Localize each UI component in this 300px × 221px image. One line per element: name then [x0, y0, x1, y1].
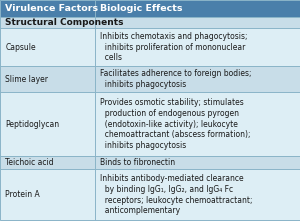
Text: Capsule: Capsule	[5, 43, 36, 52]
Bar	[0, 169, 300, 220]
Text: Protein A: Protein A	[5, 190, 40, 199]
Bar	[0, 17, 300, 28]
Bar	[0, 28, 300, 67]
Bar	[94, 0, 300, 17]
Text: Structural Components: Structural Components	[5, 18, 124, 27]
Text: Virulence Factors: Virulence Factors	[5, 4, 98, 13]
Text: Biologic Effects: Biologic Effects	[100, 4, 182, 13]
Text: Inhibits antibody-mediated clearance
  by binding IgG₁, IgG₂, and IgG₄ Fc
  rece: Inhibits antibody-mediated clearance by …	[100, 174, 252, 215]
Bar	[0, 92, 300, 156]
Text: Inhibits chemotaxis and phagocytosis;
  inhibits proliferation of mononuclear
  : Inhibits chemotaxis and phagocytosis; in…	[100, 32, 248, 63]
Text: Teichoic acid: Teichoic acid	[5, 158, 54, 167]
Bar	[0, 0, 94, 17]
Text: Provides osmotic stability; stimulates
  production of endogenous pyrogen
  (end: Provides osmotic stability; stimulates p…	[100, 98, 250, 150]
Text: Facilitates adherence to foreign bodies;
  inhibits phagocytosis: Facilitates adherence to foreign bodies;…	[100, 69, 251, 89]
Text: Binds to fibronectin: Binds to fibronectin	[100, 158, 175, 167]
Bar	[0, 67, 300, 92]
Text: Peptidoglycan: Peptidoglycan	[5, 120, 59, 129]
Text: Slime layer: Slime layer	[5, 75, 48, 84]
Bar	[0, 156, 300, 169]
